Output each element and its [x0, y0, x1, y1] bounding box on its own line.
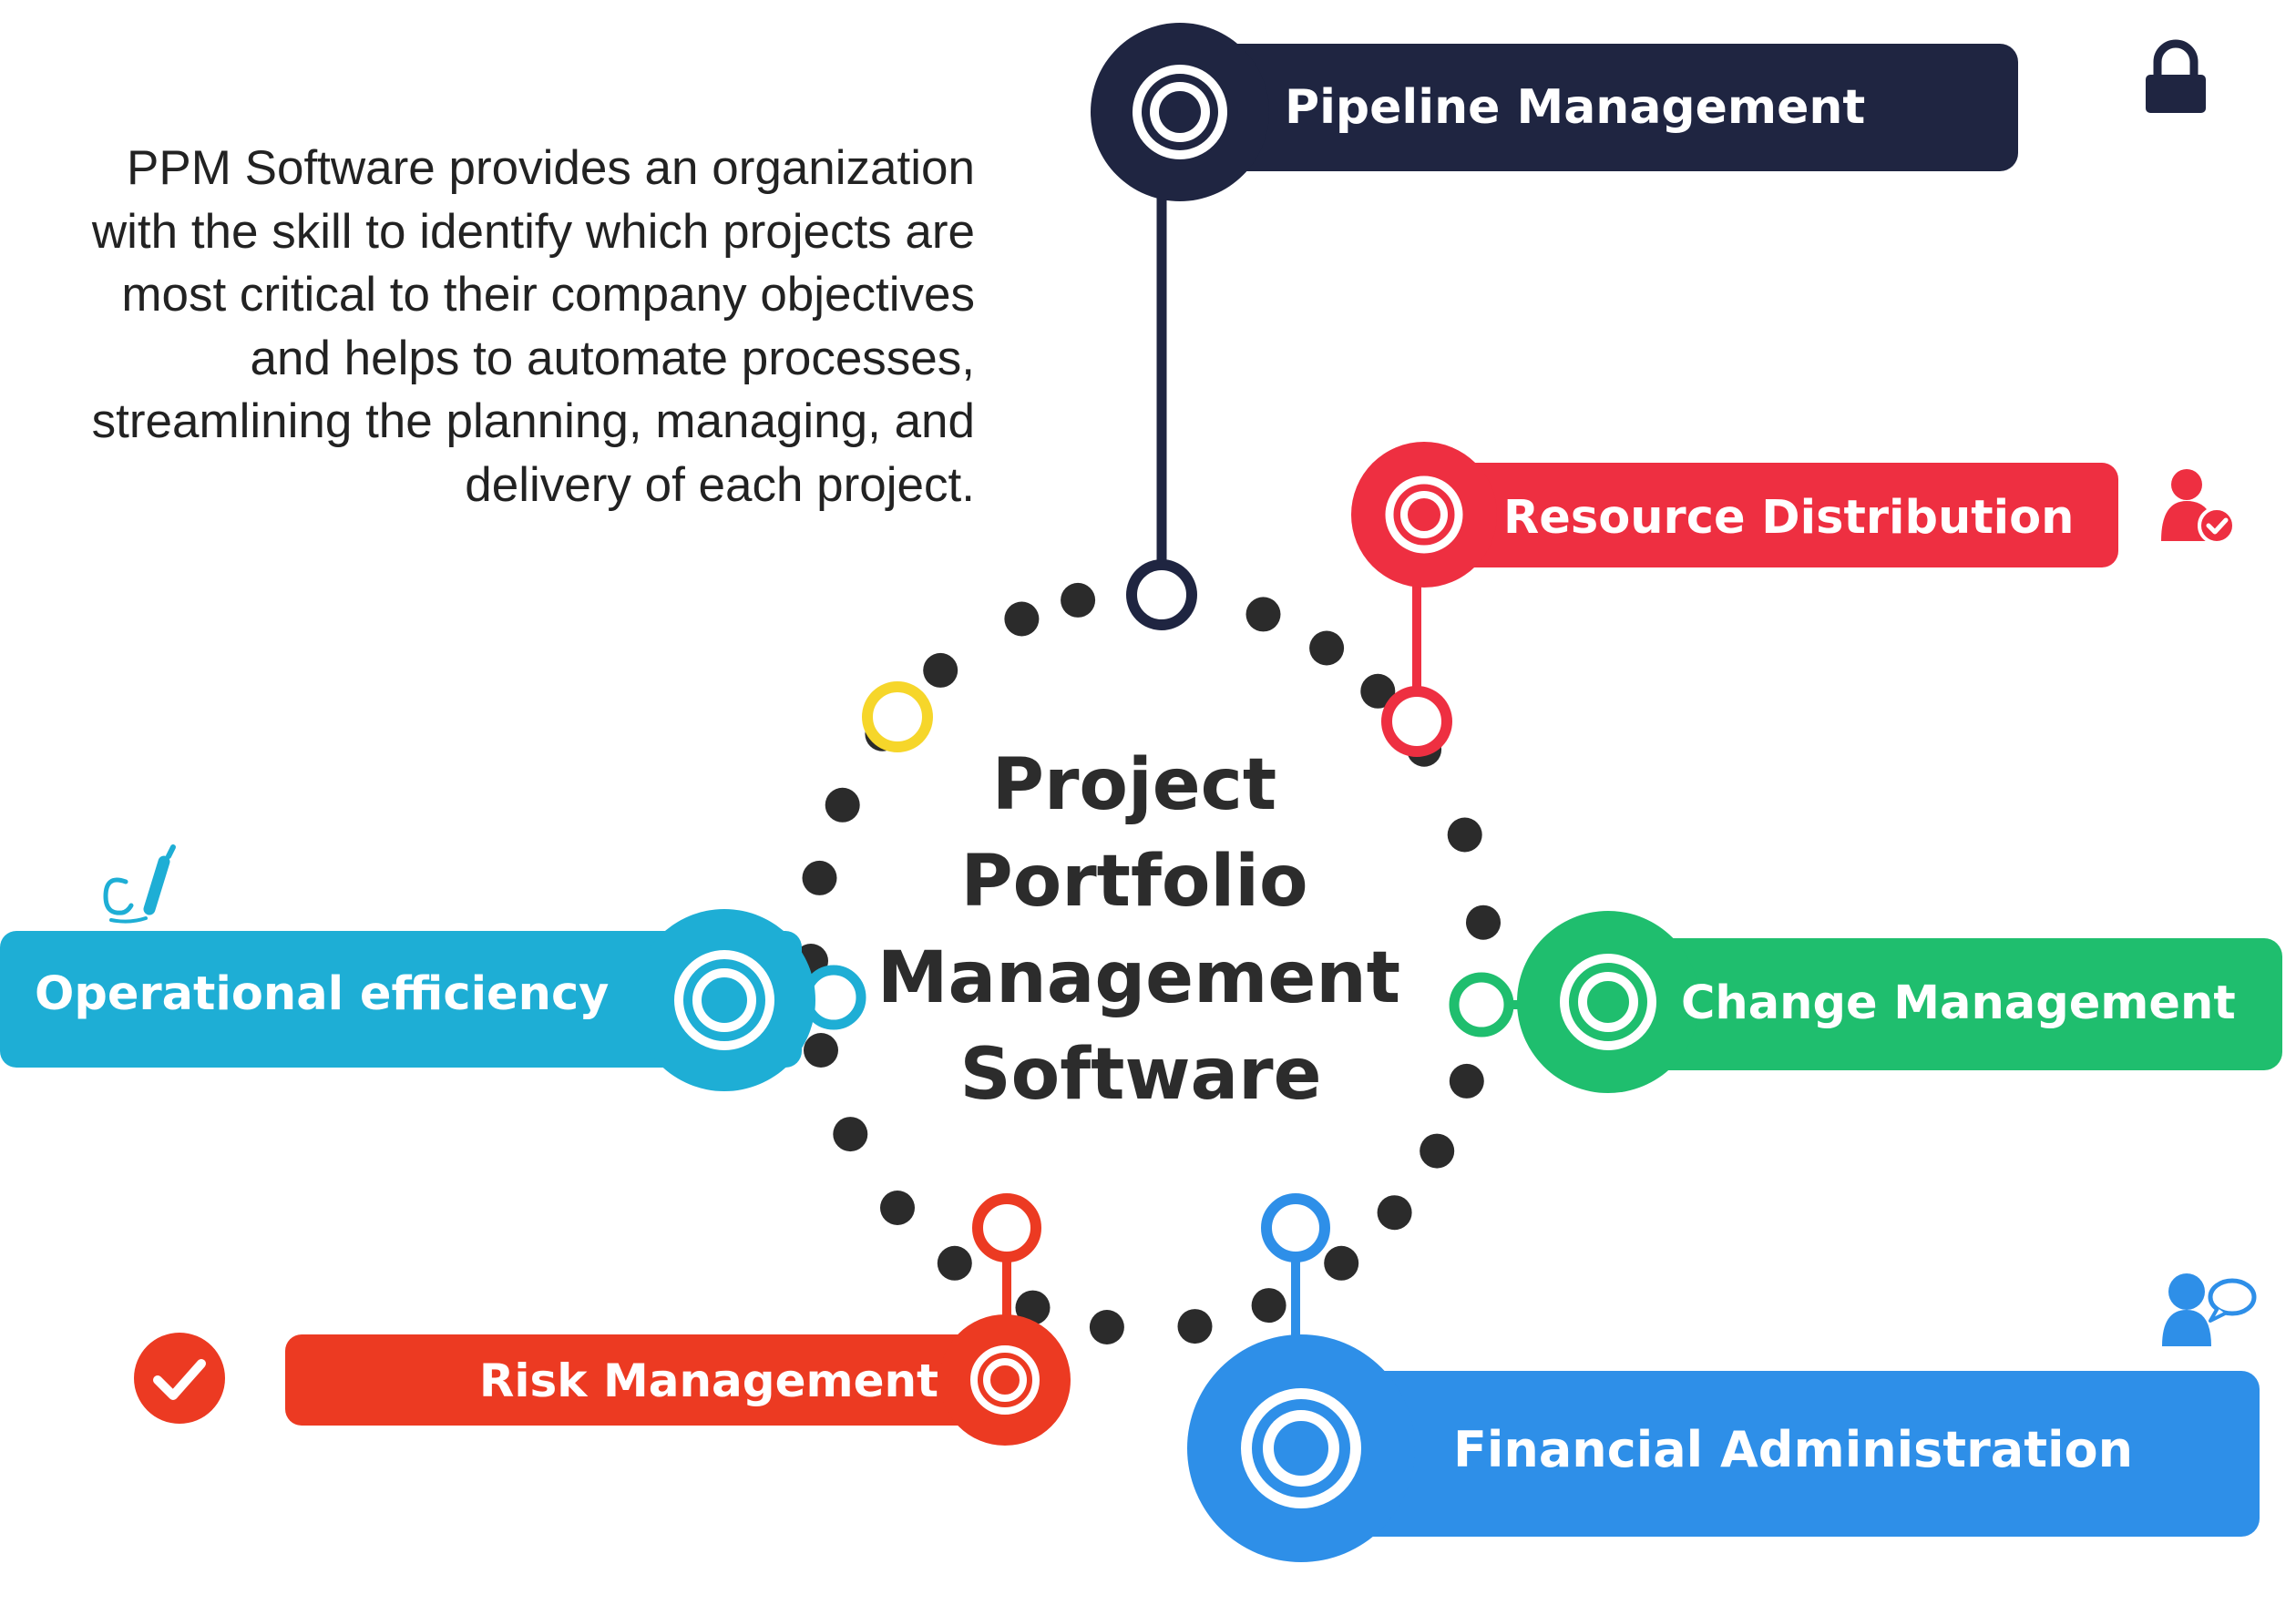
item-resource-distribution[interactable]: Resource Distribution — [1351, 442, 2118, 757]
pen-writing-icon — [103, 844, 176, 924]
center-line-4: Software — [959, 1034, 1321, 1116]
item-label: Risk Management — [479, 1354, 938, 1407]
ring-node — [1126, 559, 1197, 630]
item-risk-management[interactable]: Risk Management — [285, 1193, 1071, 1446]
ring-node — [1381, 686, 1452, 757]
ring-dot — [1061, 582, 1096, 618]
label-cap — [1091, 23, 1269, 201]
ring-dot — [1251, 1288, 1286, 1324]
ring-dot — [1466, 905, 1501, 940]
lock-icon — [2146, 39, 2206, 113]
ring-dot — [880, 1191, 915, 1225]
item-label: Operational efficiency — [35, 967, 609, 1021]
label-bar — [1294, 1371, 2260, 1537]
ring-dot — [1015, 1290, 1051, 1325]
item-label: Pipeline Management — [1285, 80, 1865, 135]
ring-dot — [1245, 597, 1281, 632]
ring-dot — [1177, 1309, 1213, 1344]
item-pipeline-management[interactable]: Pipeline Management — [1091, 23, 2018, 630]
ring-dot — [1420, 1133, 1455, 1169]
ring-node — [1449, 972, 1514, 1037]
ring-dot — [825, 787, 860, 823]
target-icon — [1560, 954, 1656, 1050]
item-label: Change Management — [1681, 976, 2236, 1030]
label-bar — [0, 931, 802, 1068]
item-operational-efficiency[interactable]: Operational efficiency — [0, 909, 866, 1091]
label-cap — [939, 1314, 1071, 1446]
center-line-1: Project — [992, 744, 1276, 826]
ring-dot — [1004, 601, 1040, 637]
ring-dot — [1449, 1063, 1484, 1099]
label-bar — [285, 1334, 1032, 1426]
item-label: Financial Administration — [1453, 1421, 2133, 1478]
ring-dot — [804, 1033, 838, 1068]
user-check-icon — [2161, 469, 2236, 545]
target-icon — [970, 1345, 1040, 1415]
center-title: Project Portfolio Management Software — [877, 744, 1400, 1116]
ring-dot — [1324, 1245, 1359, 1281]
label-cap — [633, 909, 815, 1091]
ring-dot — [833, 1117, 868, 1152]
description-text: PPM Software provides an organization wi… — [91, 141, 975, 512]
check-circle-icon — [134, 1333, 225, 1424]
ring-dot — [1089, 1310, 1124, 1344]
center-line-2: Portfolio — [960, 841, 1307, 923]
item-change-management[interactable]: Change Management — [1449, 911, 2282, 1093]
ring-node — [972, 1193, 1041, 1262]
ring-dot — [1309, 630, 1345, 666]
label-bar — [1166, 44, 2018, 171]
label-bar — [1540, 938, 2282, 1070]
item-financial-administration[interactable]: Financial Administration — [1187, 1193, 2260, 1562]
ring-dot — [1360, 673, 1396, 709]
ring-dot — [923, 652, 958, 688]
ring-node-yellow — [862, 681, 933, 752]
label-cap — [1351, 442, 1497, 588]
ring-node — [1261, 1193, 1330, 1262]
ring-dot — [1447, 817, 1482, 853]
label-bar — [1403, 463, 2118, 567]
target-icon — [1385, 475, 1463, 554]
label-cap — [1187, 1334, 1415, 1562]
center-line-3: Management — [877, 937, 1400, 1019]
target-icon — [1241, 1388, 1361, 1508]
ring-dot — [1377, 1195, 1412, 1231]
target-icon — [1133, 65, 1227, 159]
user-speech-icon — [2162, 1273, 2257, 1346]
item-label: Resource Distribution — [1503, 491, 2075, 545]
target-icon — [674, 950, 774, 1050]
ring-dot — [937, 1245, 972, 1281]
label-cap — [1517, 911, 1699, 1093]
ring-dot — [802, 860, 837, 895]
